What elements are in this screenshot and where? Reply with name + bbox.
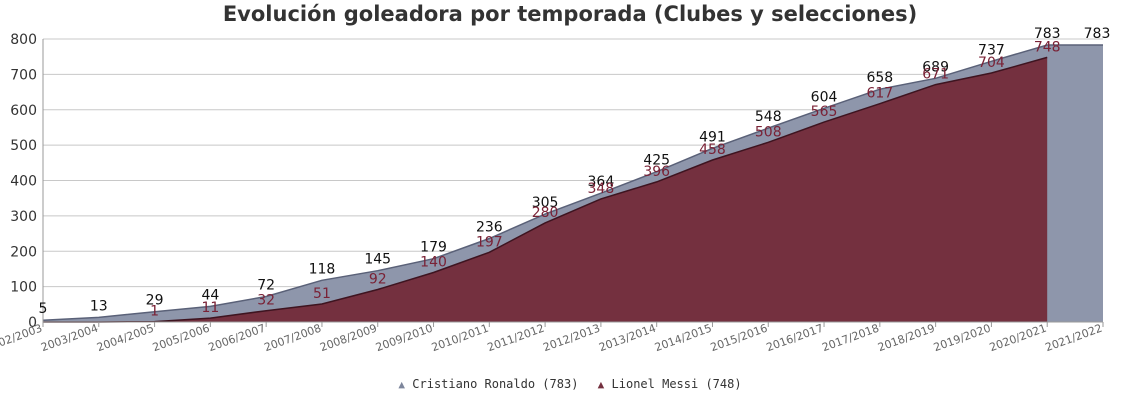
y-tick-label: 700 bbox=[10, 67, 37, 83]
data-label-series-2: 565 bbox=[811, 104, 838, 120]
x-tick-label: 2011/2012 bbox=[486, 322, 547, 355]
data-label-series-2: 748 bbox=[1034, 39, 1061, 55]
legend-label: Lionel Messi (748) bbox=[611, 377, 742, 391]
triangle-icon: ▲ bbox=[597, 378, 605, 391]
data-label-series-2: 1 bbox=[150, 304, 159, 320]
legend-item-series-1[interactable]: ▲ Cristiano Ronaldo (783) bbox=[398, 377, 578, 391]
x-tick-label: 2013/2014 bbox=[597, 322, 658, 355]
data-label-series-2: 51 bbox=[313, 286, 331, 302]
data-label-series-2: 280 bbox=[532, 205, 559, 221]
series-areas bbox=[42, 44, 1103, 323]
legend-label: Cristiano Ronaldo (783) bbox=[412, 377, 579, 391]
x-tick-label: 2002/2003 bbox=[0, 322, 44, 355]
legend-item-series-2[interactable]: ▲ Lionel Messi (748) bbox=[598, 377, 742, 391]
x-tick-label: 2015/2016 bbox=[709, 322, 770, 355]
y-tick-label: 500 bbox=[10, 138, 37, 154]
x-tick-label: 2012/2013 bbox=[541, 322, 602, 355]
y-tick-label: 600 bbox=[10, 103, 37, 119]
data-label-series-2: 197 bbox=[476, 234, 503, 250]
data-label-series-1: 44 bbox=[201, 287, 219, 303]
chart-canvas: 0 100 200 300 400 500 600 700 800 2002/20032003/2… bbox=[0, 26, 1111, 355]
data-label-series-2: 704 bbox=[978, 55, 1005, 71]
x-tick-label: 2017/2018 bbox=[820, 322, 881, 355]
y-tick-label: 200 bbox=[10, 244, 37, 260]
data-label-series-1: 118 bbox=[309, 261, 336, 277]
data-label-series-1: 145 bbox=[364, 252, 391, 268]
data-label-series-1: 491 bbox=[699, 129, 726, 145]
x-tick-label: 2019/2020 bbox=[932, 322, 993, 355]
data-label-series-2: 348 bbox=[588, 181, 615, 197]
x-tick-label: 2003/2004 bbox=[39, 322, 100, 355]
data-label-series-1: 5 bbox=[39, 301, 48, 317]
data-label-series-1: 737 bbox=[978, 42, 1005, 58]
data-label-series-2: 140 bbox=[420, 254, 447, 270]
data-label-series-1: 689 bbox=[922, 59, 949, 75]
data-label-series-2: 458 bbox=[699, 142, 726, 158]
y-tick-label: 0 bbox=[28, 315, 37, 331]
x-tick-label: 2007/2008 bbox=[262, 322, 323, 355]
legend: ▲ Cristiano Ronaldo (783) ▲ Lionel Messi… bbox=[0, 377, 1140, 391]
data-label-series-1: 425 bbox=[643, 153, 670, 169]
x-tick-label: 2008/2009 bbox=[318, 322, 379, 355]
data-label-series-2: 32 bbox=[257, 293, 275, 309]
x-tick-label: 2014/2015 bbox=[653, 322, 714, 355]
data-label-series-2: 671 bbox=[922, 67, 949, 83]
data-label-series-1: 658 bbox=[866, 70, 893, 86]
data-label-series-1: 305 bbox=[532, 195, 559, 211]
area-series-2 bbox=[43, 57, 1048, 323]
y-tick-label: 100 bbox=[10, 280, 37, 296]
x-tick-label: 2009/2010 bbox=[374, 322, 435, 355]
data-label-series-1: 13 bbox=[90, 298, 108, 314]
data-label-series-1: 72 bbox=[257, 278, 275, 294]
data-label-series-1: 783 bbox=[1084, 26, 1111, 42]
data-label-series-2: 617 bbox=[866, 86, 893, 102]
data-label-series-2: 508 bbox=[755, 124, 782, 140]
data-label-series-2: 92 bbox=[369, 271, 387, 287]
data-label-series-2: 11 bbox=[201, 300, 219, 316]
x-tick-label: 2004/2005 bbox=[95, 322, 156, 355]
data-label-series-1: 783 bbox=[1034, 26, 1061, 42]
line-series-1 bbox=[42, 44, 1103, 321]
chart-title: Evolución goleadora por temporada (Clube… bbox=[222, 2, 918, 26]
data-label-series-1: 604 bbox=[811, 89, 838, 105]
x-tick-label: 2016/2017 bbox=[765, 322, 826, 355]
x-tick-label: 2018/2019 bbox=[876, 322, 937, 355]
data-labels: 5 13 29 44 72 118 145 179 236 305 364 425 491 548 604 6… bbox=[39, 26, 1111, 320]
x-tick-label: 2020/2021 bbox=[988, 322, 1049, 355]
line-series-2 bbox=[43, 56, 1048, 323]
data-label-series-1: 236 bbox=[476, 220, 503, 236]
data-label-series-1: 29 bbox=[146, 293, 164, 309]
triangle-icon: ▲ bbox=[398, 378, 406, 391]
x-tick-label: 2021/2022 bbox=[1043, 322, 1104, 355]
data-label-series-1: 179 bbox=[420, 240, 447, 256]
data-label-series-1: 548 bbox=[755, 109, 782, 125]
data-label-series-1: 364 bbox=[588, 174, 615, 190]
x-tick-label: 2006/2007 bbox=[207, 322, 268, 355]
y-tick-label: 300 bbox=[10, 209, 37, 225]
data-label-series-2: 396 bbox=[643, 164, 670, 180]
x-tick-label: 2010/2011 bbox=[430, 322, 491, 355]
x-tick-label: 2005/2006 bbox=[151, 322, 212, 355]
y-tick-label: 400 bbox=[10, 174, 37, 190]
y-tick-label: 800 bbox=[10, 32, 37, 48]
